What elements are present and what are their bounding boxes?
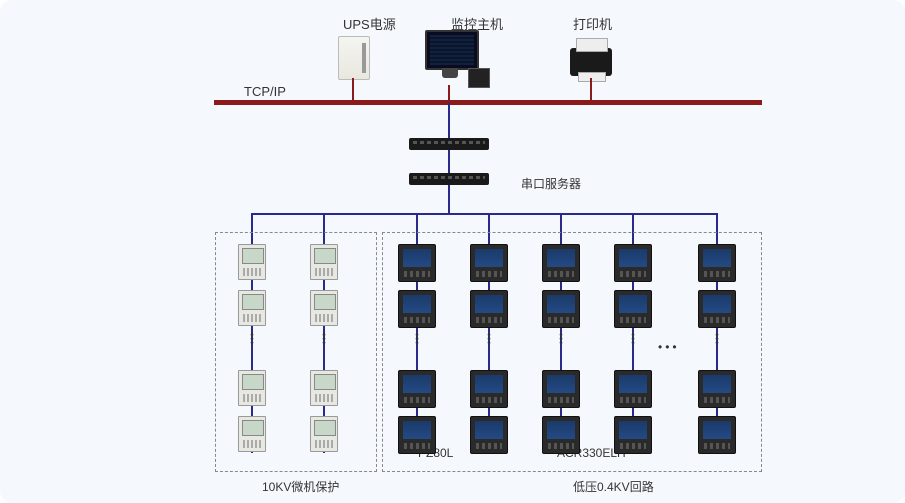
- switch-icon-2: [409, 173, 489, 185]
- meter-device: [698, 244, 736, 282]
- label-serial-server: 串口服务器: [521, 175, 581, 192]
- relay-device: [310, 290, 338, 326]
- vdots-icon: •••: [486, 334, 492, 346]
- meter-device: [398, 416, 436, 454]
- monitor-icon: [425, 30, 479, 70]
- printer-icon: [570, 48, 612, 76]
- meter-device: [698, 416, 736, 454]
- vdots-icon: •••: [414, 334, 420, 346]
- meter-device: [542, 370, 580, 408]
- meter-device: [470, 416, 508, 454]
- drop-host: [448, 85, 450, 102]
- meter-device: [398, 290, 436, 328]
- wire-fanout-bar: [251, 213, 717, 215]
- ups-icon: [338, 36, 370, 80]
- meter-device: [698, 370, 736, 408]
- meter-device: [470, 290, 508, 328]
- label-tcpip: TCP/IP: [244, 84, 286, 99]
- meter-device: [614, 416, 652, 454]
- vdots-icon: •••: [321, 334, 327, 346]
- wire: [448, 185, 450, 213]
- tcpip-bus: [214, 100, 762, 105]
- caption-10kv: 10KV微机保护: [262, 478, 339, 495]
- vdots-icon: •••: [249, 334, 255, 346]
- vdots-icon: •••: [714, 334, 720, 346]
- relay-device: [310, 416, 338, 452]
- meter-device: [614, 370, 652, 408]
- vdots-icon: •••: [558, 334, 564, 346]
- meter-device: [470, 370, 508, 408]
- relay-device: [238, 244, 266, 280]
- label-printer: 打印机: [573, 14, 612, 33]
- meter-device: [542, 416, 580, 454]
- meter-device: [470, 244, 508, 282]
- meter-device: [542, 244, 580, 282]
- switch-icon-1: [409, 138, 489, 150]
- pc-tower-icon: [468, 68, 490, 88]
- hdots-icon: •••: [658, 340, 680, 346]
- meter-device: [698, 290, 736, 328]
- relay-device: [238, 370, 266, 406]
- relay-device: [310, 370, 338, 406]
- relay-device: [238, 290, 266, 326]
- meter-device: [542, 290, 580, 328]
- link-sw1-sw2: [448, 150, 450, 173]
- topology-diagram: UPS电源 监控主机 打印机 TCP/IP 串口服务器 PZ80L ACR330…: [0, 0, 905, 503]
- caption-04kv: 低压0.4KV回路: [573, 478, 654, 495]
- relay-device: [238, 416, 266, 452]
- meter-device: [398, 244, 436, 282]
- monitor-stand-icon: [442, 68, 458, 78]
- vdots-icon: •••: [630, 334, 636, 346]
- meter-device: [614, 244, 652, 282]
- drop-center: [448, 103, 450, 141]
- drop-print: [590, 78, 592, 102]
- relay-device: [310, 244, 338, 280]
- meter-device: [614, 290, 652, 328]
- label-ups: UPS电源: [343, 14, 396, 33]
- drop-ups: [352, 78, 354, 102]
- meter-device: [398, 370, 436, 408]
